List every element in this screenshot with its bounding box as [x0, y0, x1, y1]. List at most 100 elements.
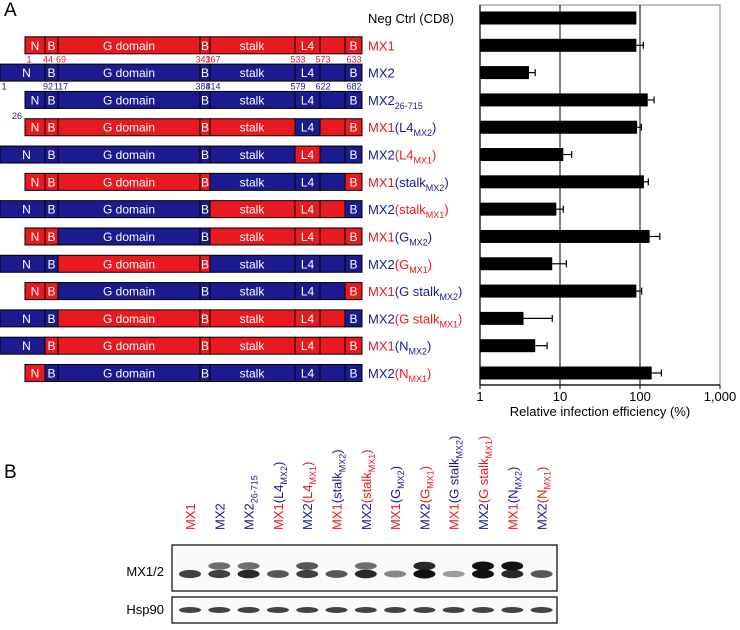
label-part: MX1	[447, 503, 462, 530]
domain-segment	[344, 36, 363, 55]
label-part: MX1	[425, 470, 435, 489]
domain-segment	[319, 90, 346, 109]
domain-label: B	[201, 66, 209, 80]
domain-label: B	[47, 339, 55, 353]
domain-segment	[319, 36, 346, 55]
label-part: )	[444, 202, 448, 217]
blot-band	[413, 561, 436, 571]
bar	[480, 366, 652, 380]
residue-number: 341	[195, 54, 210, 64]
label-part: MX1	[368, 284, 395, 299]
domain-label: B	[201, 203, 209, 217]
construct-label: MX2(G stalkMX1)	[476, 436, 494, 530]
domain-label: G domain	[103, 257, 155, 271]
domain-segment	[319, 172, 346, 191]
residue-number: 26	[12, 111, 22, 121]
label-part: MX2	[368, 366, 395, 381]
label-part: MX1	[368, 120, 395, 135]
domain-segment	[344, 336, 363, 355]
domain-label: N	[31, 121, 40, 135]
domain-segment	[319, 254, 346, 273]
domain-segment	[319, 336, 346, 355]
label-part: Neg Ctrl (CD8)	[368, 11, 454, 26]
domain-segment	[319, 309, 346, 328]
blot-band	[413, 607, 436, 613]
label-part: )	[535, 467, 550, 471]
blot-band	[384, 607, 407, 613]
domain-segment	[344, 364, 363, 382]
domain-label: L4	[301, 39, 315, 53]
blot-band	[266, 607, 289, 613]
label-part: MX1	[368, 229, 395, 244]
label-part: )	[432, 120, 436, 135]
construct-label: MX2	[212, 503, 227, 530]
domain-label: N	[31, 93, 40, 107]
construct-label: MX2(L4MX1)	[368, 148, 436, 166]
domain-label: B	[47, 285, 55, 299]
domain-segment	[344, 227, 363, 246]
construct-label: MX1(stalkMX2)	[368, 175, 449, 193]
blot-band	[296, 607, 319, 613]
construct-label: MX2(stalkMX1)	[359, 449, 377, 530]
construct-label: MX226-715	[242, 475, 260, 530]
label-part: )	[300, 462, 315, 466]
label-part: (stalk	[395, 175, 427, 190]
domain-segment	[319, 227, 346, 246]
domain-label: G domain	[103, 285, 155, 299]
construct-label: MX2(G stalkMX1)	[368, 311, 462, 329]
construct-label: MX2(GMX1)	[417, 466, 435, 530]
domain-label: stalk	[240, 203, 266, 217]
label-part: MX2	[368, 311, 395, 326]
label-part: )	[388, 466, 403, 470]
domain-label: B	[201, 257, 209, 271]
domain-label: G domain	[103, 121, 155, 135]
label-part: MX2	[417, 503, 432, 530]
label-part: MX2	[426, 183, 445, 193]
domain-label: B	[201, 339, 209, 353]
construct-label: MX1	[183, 503, 198, 530]
blot-band	[501, 561, 524, 571]
label-part: MX2	[242, 503, 257, 530]
domain-label: N	[31, 175, 40, 189]
label-part: )	[330, 449, 345, 453]
domain-label: stalk	[240, 148, 266, 162]
domain-label: stalk	[240, 39, 266, 53]
domain-label: B	[349, 367, 357, 381]
label-part: (L4	[395, 148, 414, 163]
construct-label: MX226-715	[368, 93, 423, 111]
blot-band	[472, 561, 494, 571]
construct-label: MX2	[368, 66, 395, 81]
blot-band	[501, 607, 524, 613]
domain-label: G domain	[103, 312, 155, 326]
domain-label: B	[201, 367, 209, 381]
blot-band	[208, 562, 231, 570]
domain-label: N	[22, 312, 31, 326]
domain-label: L4	[301, 93, 315, 107]
construct-label: MX1(L4MX2)	[271, 462, 289, 530]
domain-label: L4	[301, 312, 315, 326]
label-part: )	[271, 462, 286, 466]
domain-segment	[319, 364, 346, 382]
label-part: )	[428, 257, 432, 272]
label-part: (L4	[271, 484, 286, 503]
label-part: MX1	[409, 265, 428, 275]
label-part: MX2	[440, 292, 459, 302]
domain-label: B	[47, 121, 55, 135]
label-part: MX2	[368, 148, 395, 163]
label-part: MX2	[455, 440, 465, 459]
domain-segment	[344, 63, 363, 82]
domain-label: B	[47, 257, 55, 271]
label-part: (G	[417, 489, 432, 503]
label-part: (stalk	[395, 202, 427, 217]
domain-label: B	[47, 203, 55, 217]
label-part: MX2	[300, 503, 315, 530]
label-part: MX2	[535, 503, 550, 530]
label-part: MX2	[368, 257, 395, 272]
label-part: 26-715	[250, 475, 260, 503]
domain-label: B	[201, 148, 209, 162]
domain-label: B	[47, 148, 55, 162]
label-part: (G	[388, 489, 403, 503]
residue-number: 1	[26, 54, 31, 64]
domain-label: L4	[301, 148, 315, 162]
